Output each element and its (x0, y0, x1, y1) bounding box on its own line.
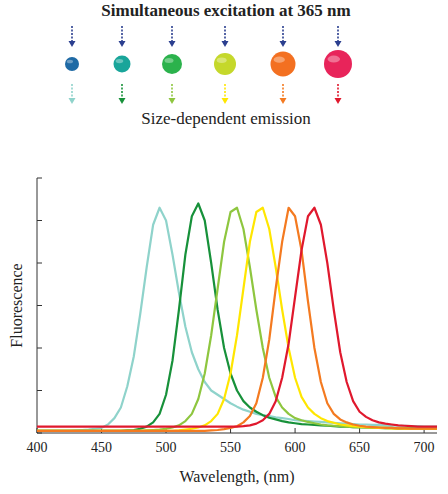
quantum-dot (114, 56, 131, 73)
emission-arrow (282, 84, 284, 99)
emission-arrowhead (119, 98, 126, 104)
y-tick (37, 178, 42, 179)
emission-curve (37, 208, 437, 431)
excitation-arrowhead (222, 41, 229, 47)
emission-arrow (224, 84, 226, 99)
x-tick-label: 450 (91, 440, 112, 455)
excitation-arrowhead (69, 41, 76, 47)
plot-area (37, 204, 437, 431)
emission-arrow (71, 84, 73, 99)
quantum-dot (65, 57, 79, 71)
emission-arrowhead (169, 98, 176, 104)
dot-highlight (328, 56, 341, 63)
y-tick (37, 433, 42, 434)
emission-arrowhead (335, 98, 342, 104)
y-tick (37, 305, 42, 306)
subtitle: Size-dependent emission (141, 109, 311, 128)
dot-highlight (67, 60, 73, 64)
title: Simultaneous excitation at 365 nm (101, 1, 350, 20)
y-tick (37, 390, 42, 391)
emission-arrowhead (69, 98, 76, 104)
figure: Simultaneous excitation at 365 nm Size-de… (0, 0, 448, 494)
dot-highlight (274, 57, 285, 63)
x-tick-label: 550 (220, 440, 241, 455)
excitation-arrowhead (280, 41, 287, 47)
x-axis-line (37, 433, 437, 434)
emission-curve (37, 208, 437, 431)
emission-arrow (171, 84, 173, 99)
excitation-arrow (71, 26, 73, 42)
y-tick (37, 263, 42, 264)
emission-arrow (337, 84, 339, 99)
emission-curve (37, 208, 437, 431)
excitation-arrowhead (119, 41, 126, 47)
emission-curve (37, 208, 437, 427)
quantum-dot (271, 52, 296, 77)
x-tick (359, 428, 360, 433)
excitation-arrow (337, 26, 339, 42)
x-tick-label: 600 (285, 440, 306, 455)
quantum-dot (324, 50, 352, 78)
x-tick-label: 400 (27, 440, 48, 455)
x-axis-title: Wavelength, (nm) (179, 468, 294, 486)
quantum-dot (162, 54, 182, 74)
x-tick-label: 500 (156, 440, 177, 455)
y-tick (37, 348, 42, 349)
y-axis-title: Fluorescence (8, 263, 25, 347)
x-tick (295, 428, 296, 433)
dot-highlight (116, 59, 124, 63)
excitation-arrowhead (335, 41, 342, 47)
axes: 400 450 500 550 600 650 700 (27, 178, 438, 455)
emission-arrowhead (280, 98, 287, 104)
y-tick (37, 220, 42, 221)
x-tick-label: 700 (414, 440, 435, 455)
illustration (65, 26, 352, 104)
emission-arrow (121, 84, 123, 99)
excitation-arrow (224, 26, 226, 42)
excitation-arrow (171, 26, 173, 42)
dot-highlight (217, 57, 227, 63)
x-tick-label: 650 (349, 440, 370, 455)
excitation-arrow (282, 26, 284, 42)
emission-curve (37, 204, 437, 431)
excitation-arrowhead (169, 41, 176, 47)
excitation-arrow (121, 26, 123, 42)
emission-curve (37, 208, 437, 431)
quantum-dot (214, 53, 236, 75)
emission-arrowhead (222, 98, 229, 104)
dot-highlight (165, 58, 174, 63)
